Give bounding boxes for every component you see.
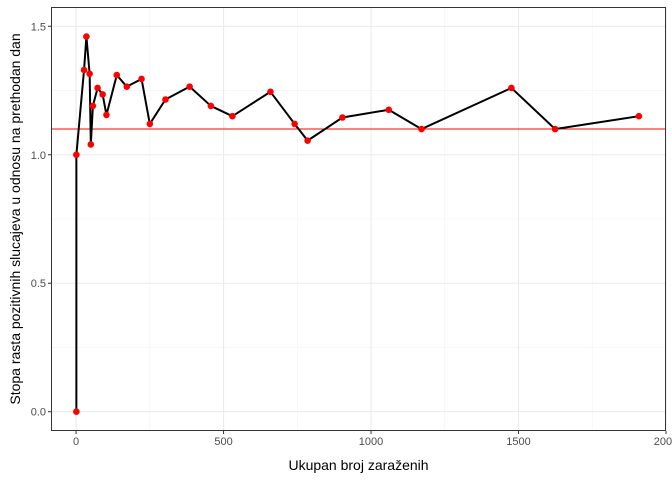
data-point (229, 112, 236, 120)
data-point (508, 84, 515, 92)
x-tick-label: 1000 (359, 436, 383, 448)
data-point (123, 83, 131, 90)
data-point (291, 120, 298, 128)
y-tick-label: 0.0 (31, 407, 46, 419)
data-point (551, 125, 559, 133)
data-point (146, 120, 154, 128)
data-point (267, 88, 274, 96)
series-line (75, 35, 640, 412)
data-point (186, 83, 193, 90)
series-points (73, 33, 643, 416)
x-tick-label: 1500 (506, 436, 530, 448)
data-point (87, 141, 95, 148)
data-point (339, 114, 346, 121)
data-point (94, 84, 101, 92)
y-tick-label: 1.0 (31, 150, 46, 162)
data-point (99, 91, 106, 98)
data-point (385, 106, 393, 114)
data-point (162, 96, 169, 103)
data-point (83, 33, 90, 40)
data-point (207, 102, 215, 110)
x-axis-title: Ukupan broj zaraženih (288, 457, 428, 473)
y-axis-title: Stopa rasta pozitivnih slucajeva u odnos… (7, 33, 23, 404)
data-point (73, 151, 80, 159)
data-point (418, 125, 425, 133)
data-point (73, 408, 80, 416)
y-tick-label: 0.5 (31, 278, 46, 290)
minor-gridlines (51, 7, 666, 431)
y-axis-ticks: 0.0 0.5 1.0 1.5 (31, 21, 51, 419)
data-point (103, 111, 110, 119)
x-tick-label: 0 (73, 436, 79, 448)
panel-border (51, 7, 666, 431)
series-lines (75, 35, 640, 412)
data-point (80, 66, 88, 74)
data-point (635, 112, 643, 120)
data-point (304, 137, 311, 144)
data-point (86, 70, 93, 78)
data-point (89, 102, 97, 110)
data-point (113, 71, 121, 79)
data-point (138, 75, 145, 83)
y-tick-label: 1.5 (31, 21, 46, 33)
x-tick-label: 500 (214, 436, 232, 448)
